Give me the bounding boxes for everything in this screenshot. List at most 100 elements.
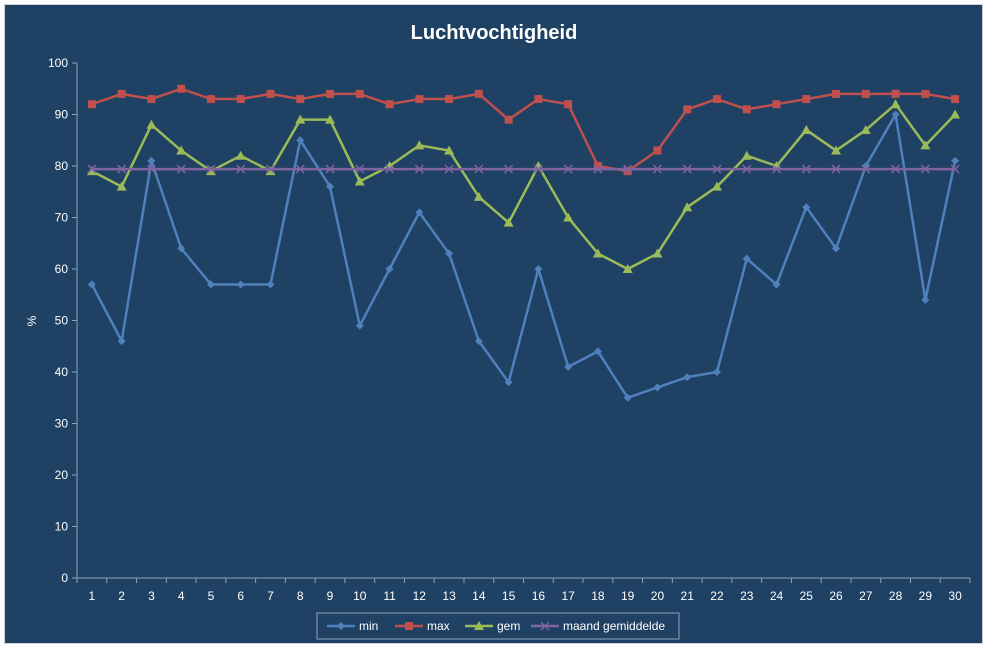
data-point	[801, 124, 812, 134]
y-tick-label: 10	[55, 520, 69, 534]
legend-label: max	[427, 619, 450, 633]
data-point	[146, 164, 156, 174]
data-point	[623, 167, 632, 176]
x-tick-label: 4	[178, 589, 185, 603]
data-point	[385, 265, 394, 273]
x-tick-label: 19	[621, 589, 635, 603]
legend-swatch-marker	[405, 622, 413, 630]
data-point	[504, 164, 514, 174]
data-point	[236, 280, 245, 289]
x-tick-label: 10	[353, 589, 367, 603]
y-tick-label: 70	[55, 211, 69, 225]
x-tick-label: 30	[948, 589, 962, 603]
legend-label: maand gemiddelde	[563, 619, 665, 633]
data-point	[325, 164, 335, 174]
y-tick-label: 80	[55, 159, 69, 173]
series-line	[91, 102, 957, 271]
x-tick-label: 16	[532, 589, 546, 603]
data-point	[802, 95, 811, 104]
data-point	[771, 161, 782, 170]
data-point	[206, 164, 216, 174]
data-point	[384, 161, 395, 170]
y-tick-label: 30	[55, 417, 69, 431]
data-point	[473, 191, 484, 201]
data-point	[474, 164, 484, 174]
x-tick-label: 13	[442, 589, 456, 603]
data-point	[950, 109, 961, 119]
x-tick-label: 2	[118, 589, 125, 603]
x-tick-label: 26	[829, 589, 843, 603]
data-point	[890, 99, 901, 109]
data-point	[503, 217, 514, 227]
data-point	[504, 378, 513, 387]
data-point	[772, 280, 781, 289]
y-tick-label: 90	[55, 108, 69, 122]
x-tick-label: 5	[208, 589, 215, 603]
data-point	[533, 161, 544, 170]
data-point	[117, 164, 127, 174]
data-point	[683, 105, 692, 114]
data-point	[266, 280, 275, 289]
data-point	[116, 181, 127, 191]
data-point	[415, 95, 424, 104]
data-point	[326, 89, 335, 98]
x-tick-label: 18	[591, 589, 605, 603]
x-tick-label: 9	[327, 589, 334, 603]
data-point	[355, 321, 364, 330]
y-tick-label: 50	[55, 314, 69, 328]
x-tick-label: 7	[267, 589, 274, 603]
data-point	[266, 89, 275, 98]
x-tick-label: 23	[740, 589, 754, 603]
x-tick-label: 11	[383, 589, 396, 603]
data-point	[355, 164, 365, 174]
line-chart: Luchtvochtigheid % 0 10 20 30 40 50 60 70 80 90 10…	[25, 22, 971, 640]
data-point	[235, 150, 246, 160]
chart-title: Luchtvochtigheid	[411, 22, 578, 44]
data-point	[831, 145, 842, 155]
data-point	[445, 95, 454, 104]
data-point	[177, 84, 186, 93]
data-point	[891, 164, 901, 174]
series-layer	[86, 84, 961, 402]
data-point	[295, 164, 305, 174]
data-point	[772, 100, 781, 109]
data-point	[205, 166, 216, 176]
x-tick-label: 17	[561, 589, 575, 603]
data-point	[176, 145, 187, 155]
x-tick-label: 8	[297, 589, 304, 603]
data-point	[891, 110, 900, 119]
data-point	[325, 114, 336, 124]
data-point	[623, 164, 633, 174]
data-point	[236, 95, 245, 104]
data-point	[563, 212, 574, 222]
data-point	[117, 337, 126, 346]
data-point	[87, 100, 96, 109]
series-max	[87, 84, 960, 176]
data-point	[891, 89, 900, 98]
data-point	[414, 140, 425, 150]
data-point	[712, 95, 721, 104]
x-tick-label: 21	[681, 589, 695, 603]
data-point	[534, 265, 543, 273]
x-tick-label: 29	[919, 589, 933, 603]
data-point	[295, 114, 306, 124]
legend-label: gem	[497, 619, 520, 633]
data-point	[951, 95, 960, 104]
data-point	[206, 95, 215, 104]
data-point	[832, 244, 841, 253]
chart-area: Luchtvochtigheid % 0 10 20 30 40 50 60 70 80 90 10…	[4, 4, 983, 644]
series-gem	[86, 99, 961, 273]
x-tick-label: 20	[651, 589, 665, 603]
data-point	[711, 181, 722, 191]
data-point	[771, 164, 782, 174]
data-point	[206, 280, 215, 289]
data-point	[385, 100, 394, 109]
x-tick-label: 3	[148, 589, 155, 603]
y-tick-label: 60	[55, 262, 69, 276]
data-point	[146, 119, 157, 129]
series-min	[87, 110, 960, 402]
legend-box	[316, 612, 680, 640]
data-point	[563, 164, 573, 174]
data-point	[683, 373, 692, 382]
data-point	[86, 166, 97, 176]
